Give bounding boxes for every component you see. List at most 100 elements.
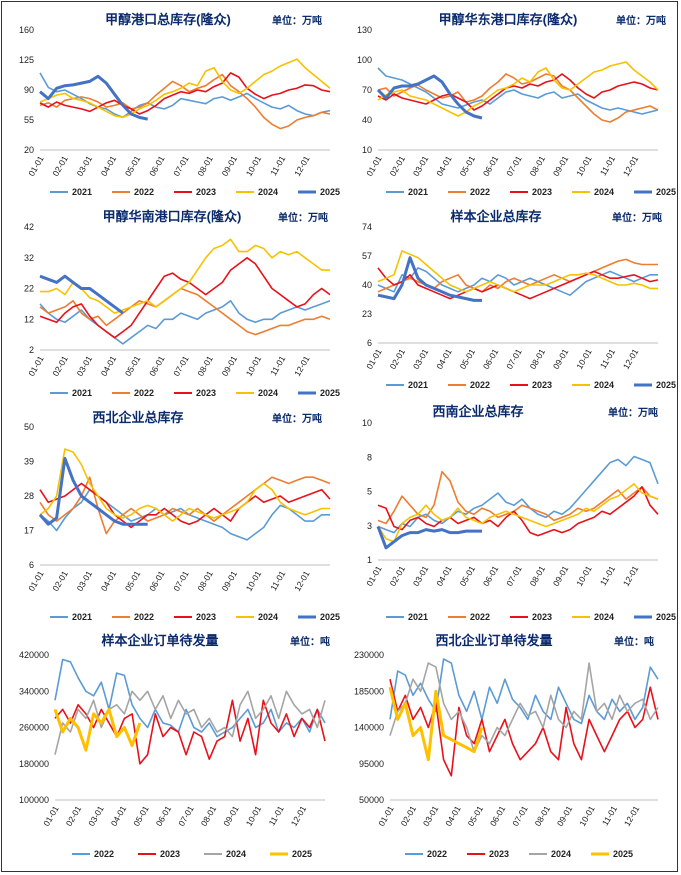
y-tick-label: 160 [19, 25, 34, 35]
y-tick-label: 125 [19, 55, 34, 65]
chart-c7: 样本企业订单待发量 单位：吨 420000 340000 260000 180000 100… [19, 633, 330, 859]
x-tick-label: 03-01 [411, 564, 431, 588]
series-line-2023 [39, 256, 331, 339]
legend-label-2023: 2023 [196, 612, 216, 622]
x-tick-label: 09-01 [551, 564, 571, 588]
legend-label-2025: 2025 [613, 849, 633, 859]
x-tick-label: 04-01 [99, 154, 119, 178]
legend-label-2022: 2022 [134, 612, 154, 622]
legend-label-2022: 2022 [470, 187, 490, 197]
y-tick-label: 90 [24, 85, 34, 95]
legend-label-2025: 2025 [292, 849, 312, 859]
y-tick-label: 180000 [19, 759, 49, 769]
series-line-2024 [377, 61, 659, 117]
x-tick-label: 06-01 [147, 354, 167, 378]
legend-label-2025: 2025 [320, 612, 340, 622]
y-tick-label: 40 [362, 280, 372, 290]
x-tick-label: 03-01 [86, 804, 106, 828]
chart-c4: 样本企业总库存 单位：万吨 74 57 40 23 601-01 02-01 03-01 04-0… [362, 209, 676, 390]
y-tick-label: 22 [24, 284, 34, 294]
x-tick-label: 05-01 [458, 154, 478, 178]
x-tick-label: 06-01 [154, 804, 174, 828]
x-tick-label: 10-01 [244, 569, 264, 593]
x-tick-label: 02-01 [64, 804, 84, 828]
x-tick-label: 02-01 [388, 564, 408, 588]
x-tick-label: 04-01 [434, 564, 454, 588]
x-tick-label: 07-01 [171, 354, 191, 378]
legend-label-2021: 2021 [72, 187, 92, 197]
series-line-2025 [388, 686, 484, 762]
x-tick-label: 10-01 [574, 154, 594, 178]
x-tick-label: 04-01 [109, 804, 129, 828]
x-tick-label: 03-01 [411, 347, 431, 371]
series-line-2024 [39, 58, 331, 119]
chart-title: 甲醇华东港口库存(隆众) [439, 12, 578, 27]
chart-unit: 单位：万吨 [608, 406, 658, 419]
y-tick-label: 140000 [354, 723, 384, 733]
y-tick-label: 130 [357, 25, 372, 35]
x-tick-label: 08-01 [528, 154, 548, 178]
x-tick-label: 09-01 [555, 804, 575, 828]
y-tick-label: 95000 [359, 759, 384, 769]
chart-unit: 单位：万吨 [272, 14, 322, 27]
x-tick-label: 07-01 [504, 564, 524, 588]
x-tick-label: 11-01 [268, 354, 287, 378]
legend-label-2024: 2024 [258, 388, 278, 398]
chart-title: 西北企业总库存 [92, 410, 183, 425]
x-tick-label: 12-01 [621, 154, 641, 178]
series-line-2024 [377, 250, 658, 293]
x-tick-label: 12-01 [622, 804, 642, 828]
legend-label-2024: 2024 [551, 849, 571, 859]
legend-label-2023: 2023 [532, 187, 552, 197]
y-tick-label: 185000 [354, 686, 384, 696]
legend-label-2023: 2023 [196, 187, 216, 197]
x-tick-label: 01-01 [26, 154, 46, 178]
y-tick-label: 1 [367, 555, 372, 565]
y-tick-label: 50000 [359, 795, 384, 805]
y-tick-label: 5 [367, 487, 372, 497]
y-tick-label: 20 [24, 145, 34, 155]
chart-c5: 西北企业总库存 单位：万吨 50 39 28 17 601-01 02-01 03-01 04-0… [24, 410, 340, 622]
y-tick-label: 2 [29, 345, 34, 355]
x-tick-label: 02-01 [399, 804, 419, 828]
series-line-2022 [377, 258, 658, 293]
legend-label-2022: 2022 [470, 380, 490, 390]
y-tick-label: 6 [367, 338, 372, 348]
x-tick-label: 06-01 [481, 154, 501, 178]
y-tick-label: 55 [24, 115, 34, 125]
legend-label-2022: 2022 [134, 187, 154, 197]
x-tick-label: 11-01 [268, 154, 287, 178]
x-tick-label: 05-01 [458, 564, 478, 588]
x-tick-label: 09-01 [220, 569, 240, 593]
y-tick-label: 340000 [19, 686, 49, 696]
x-tick-label: 11-01 [598, 564, 617, 588]
y-tick-label: 8 [367, 452, 372, 462]
series-line-2021 [377, 67, 659, 115]
y-tick-label: 10 [362, 145, 372, 155]
legend-label-2022: 2022 [470, 612, 490, 622]
x-tick-label: 05-01 [123, 354, 143, 378]
y-tick-label: 6 [29, 560, 34, 570]
chart-unit: 单位：万吨 [272, 412, 322, 425]
x-tick-label: 02-01 [50, 154, 70, 178]
y-tick-label: 3 [367, 521, 372, 531]
legend-label-2024: 2024 [594, 380, 614, 390]
x-tick-label: 07-01 [504, 347, 524, 371]
x-tick-label: 09-01 [221, 804, 241, 828]
x-tick-label: 12-01 [289, 804, 309, 828]
legend-label-2021: 2021 [408, 187, 428, 197]
legend-label-2024: 2024 [594, 187, 614, 197]
chart-title: 样本企业订单待发量 [101, 633, 218, 648]
chart-unit: 单位：吨 [614, 635, 654, 648]
series-line-2025 [377, 256, 482, 302]
series-line-2023 [389, 679, 659, 777]
chart-c6: 西南企业总库存 单位：万吨 10 8 5 3 101-01 02-01 03-01 04-01 05… [362, 404, 676, 622]
series-line-2021 [377, 455, 659, 534]
series-line-2024 [377, 483, 659, 543]
y-tick-label: 17 [24, 526, 34, 536]
series-line-2022 [39, 73, 331, 130]
legend-label-2022: 2022 [427, 849, 447, 859]
series-line-2023 [377, 267, 659, 300]
